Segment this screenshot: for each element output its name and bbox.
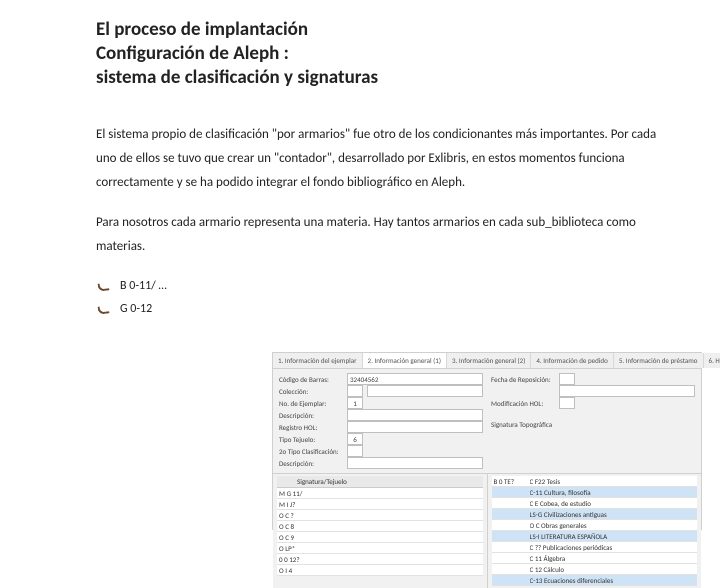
- field-label: No. de Ejemplar:: [279, 399, 343, 408]
- field-label: Registro HOL:: [279, 423, 343, 432]
- list-row[interactable]: O C ?: [277, 510, 483, 521]
- text-field[interactable]: [347, 445, 363, 457]
- field-label: Modificación HOL:: [491, 399, 555, 408]
- list-row[interactable]: LS-G Civilizaciones antiguas: [492, 509, 698, 520]
- tab[interactable]: 4. Información de pedido: [531, 353, 613, 368]
- list-row[interactable]: C 12 Cálculo: [492, 564, 698, 575]
- right-list: B 0 TE?C F22 Tesis C-11 Cultura, filosof…: [488, 474, 702, 588]
- text-field[interactable]: 1: [347, 397, 363, 409]
- list-row[interactable]: C-11 Cultura, filosofía: [492, 487, 698, 498]
- form-row: 2o Tipo Clasificación:: [279, 445, 483, 457]
- list-row[interactable]: O C 8: [277, 521, 483, 532]
- tab[interactable]: 6. HOL: [704, 353, 720, 368]
- lower-panel: Signatura/Tejuelo M G 11/ M I J? O C ? O…: [273, 473, 701, 588]
- list-row[interactable]: C-13 Ecuaciones diferenciales: [492, 575, 698, 586]
- field-label: Tipo Tejuelo:: [279, 435, 343, 444]
- form-row: Descripción:: [279, 457, 483, 469]
- bullet-item: B 0-11/ …: [96, 275, 720, 298]
- tab[interactable]: 2. Información general (1): [363, 353, 447, 368]
- form-row: Registro HOL:: [279, 421, 483, 433]
- list-row[interactable]: M I J?: [277, 499, 483, 510]
- field-label: Código de Barras:: [279, 375, 343, 384]
- list-row[interactable]: C 11 Álgebra: [492, 553, 698, 564]
- field-label: Signatura Topográfica: [491, 420, 552, 429]
- text-field[interactable]: 6: [347, 433, 363, 445]
- text-field[interactable]: [367, 385, 483, 397]
- text-field[interactable]: [559, 397, 575, 409]
- text-field[interactable]: [347, 385, 363, 397]
- paragraph-1: El sistema propio de clasificación "por …: [96, 123, 676, 195]
- list-row[interactable]: C ?? Publicaciones periódicas: [492, 542, 698, 553]
- form-row: Signatura Topográfica: [491, 420, 695, 429]
- list-row[interactable]: O I 4: [277, 565, 483, 576]
- form-row: Fecha de Reposición:: [491, 373, 695, 385]
- slide-title: El proceso de implantación Configuración…: [96, 18, 720, 89]
- tab[interactable]: 1. Información del ejemplar: [273, 353, 363, 368]
- title-line-1: El proceso de implantación: [96, 18, 720, 42]
- text-field[interactable]: [347, 421, 483, 433]
- bullet-item: G 0-12: [96, 298, 720, 321]
- form-row: No. de Ejemplar: 1: [279, 397, 483, 409]
- list-header: Signatura/Tejuelo: [277, 476, 483, 488]
- title-line-3: sistema de clasificación y signaturas: [96, 66, 720, 90]
- header-label: Signatura/Tejuelo: [297, 477, 347, 486]
- title-line-2: Configuración de Aleph :: [96, 42, 720, 66]
- field-label: Fecha de Reposición:: [491, 375, 555, 384]
- bullet-list: B 0-11/ … G 0-12: [96, 275, 720, 321]
- form-row: Tipo Tejuelo: 6: [279, 433, 483, 445]
- form-row: Descripción:: [279, 409, 483, 421]
- list-row[interactable]: M G 11/: [277, 488, 483, 499]
- field-label: Descripción:: [279, 411, 343, 420]
- text-field[interactable]: [559, 373, 575, 385]
- list-row[interactable]: B 0 TE?C F22 Tesis: [492, 476, 698, 487]
- list-row[interactable]: O LP*: [277, 543, 483, 554]
- aleph-screenshot: 1. Información del ejemplar 2. Informaci…: [272, 352, 702, 530]
- form-area: Código de Barras: 32404562 Colección: No…: [273, 369, 701, 473]
- text-field[interactable]: [347, 409, 483, 421]
- tab-strip: 1. Información del ejemplar 2. Informaci…: [273, 353, 701, 369]
- form-row: Colección:: [279, 385, 483, 397]
- field-label: Descripción:: [279, 459, 343, 468]
- text-field[interactable]: [559, 385, 695, 397]
- form-row: [491, 385, 695, 397]
- list-row[interactable]: LS-I LITERATURA ESPAÑOLA: [492, 531, 698, 542]
- text-field[interactable]: 32404562: [347, 373, 483, 385]
- form-row: Modificación HOL:: [491, 397, 695, 409]
- list-row[interactable]: O C Obras generales: [492, 520, 698, 531]
- tab[interactable]: 5. Información de préstamo: [614, 353, 704, 368]
- form-row: [491, 409, 695, 420]
- left-list: Signatura/Tejuelo M G 11/ M I J? O C ? O…: [273, 474, 488, 588]
- form-row: Código de Barras: 32404562: [279, 373, 483, 385]
- field-label: 2o Tipo Clasificación:: [279, 447, 343, 456]
- list-row[interactable]: C E Cobea, de estudio: [492, 498, 698, 509]
- field-label: Colección:: [279, 387, 343, 396]
- list-row[interactable]: 0 0 12?: [277, 554, 483, 565]
- tab[interactable]: 3. Información general (2): [447, 353, 531, 368]
- list-row[interactable]: O C 9: [277, 532, 483, 543]
- text-field[interactable]: [347, 457, 483, 469]
- paragraph-2: Para nosotros cada armario representa un…: [96, 211, 676, 259]
